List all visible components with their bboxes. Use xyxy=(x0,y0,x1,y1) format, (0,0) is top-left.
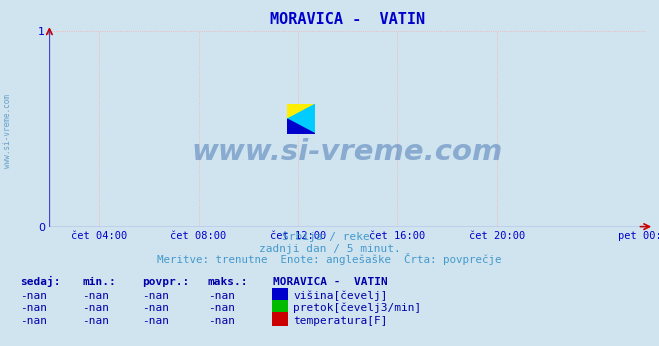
Text: -nan: -nan xyxy=(142,303,169,313)
Text: MORAVICA -  VATIN: MORAVICA - VATIN xyxy=(273,277,388,288)
Text: -nan: -nan xyxy=(142,291,169,301)
Text: -nan: -nan xyxy=(82,303,109,313)
Text: sedaj:: sedaj: xyxy=(20,276,60,288)
Text: maks.:: maks.: xyxy=(208,277,248,288)
Text: višina[čevelj]: višina[čevelj] xyxy=(293,291,387,301)
Polygon shape xyxy=(287,119,315,134)
Text: -nan: -nan xyxy=(20,291,47,301)
Text: -nan: -nan xyxy=(20,316,47,326)
Text: -nan: -nan xyxy=(142,316,169,326)
Text: povpr.:: povpr.: xyxy=(142,277,189,288)
Text: temperatura[F]: temperatura[F] xyxy=(293,316,387,326)
Text: -nan: -nan xyxy=(208,291,235,301)
Polygon shape xyxy=(287,104,315,119)
Text: Srbija / reke.: Srbija / reke. xyxy=(282,233,377,243)
Text: -nan: -nan xyxy=(208,303,235,313)
Text: -nan: -nan xyxy=(82,316,109,326)
Polygon shape xyxy=(287,104,315,134)
Text: www.si-vreme.com: www.si-vreme.com xyxy=(3,94,12,169)
Text: -nan: -nan xyxy=(208,316,235,326)
Text: -nan: -nan xyxy=(82,291,109,301)
Text: Meritve: trenutne  Enote: anglešaške  Črta: povprečje: Meritve: trenutne Enote: anglešaške Črta… xyxy=(158,253,501,265)
Text: pretok[čevelj3/min]: pretok[čevelj3/min] xyxy=(293,303,422,313)
Title: MORAVICA -  VATIN: MORAVICA - VATIN xyxy=(270,12,425,27)
Text: min.:: min.: xyxy=(82,277,116,288)
Text: www.si-vreme.com: www.si-vreme.com xyxy=(192,138,503,166)
Text: -nan: -nan xyxy=(20,303,47,313)
Text: zadnji dan / 5 minut.: zadnji dan / 5 minut. xyxy=(258,244,401,254)
